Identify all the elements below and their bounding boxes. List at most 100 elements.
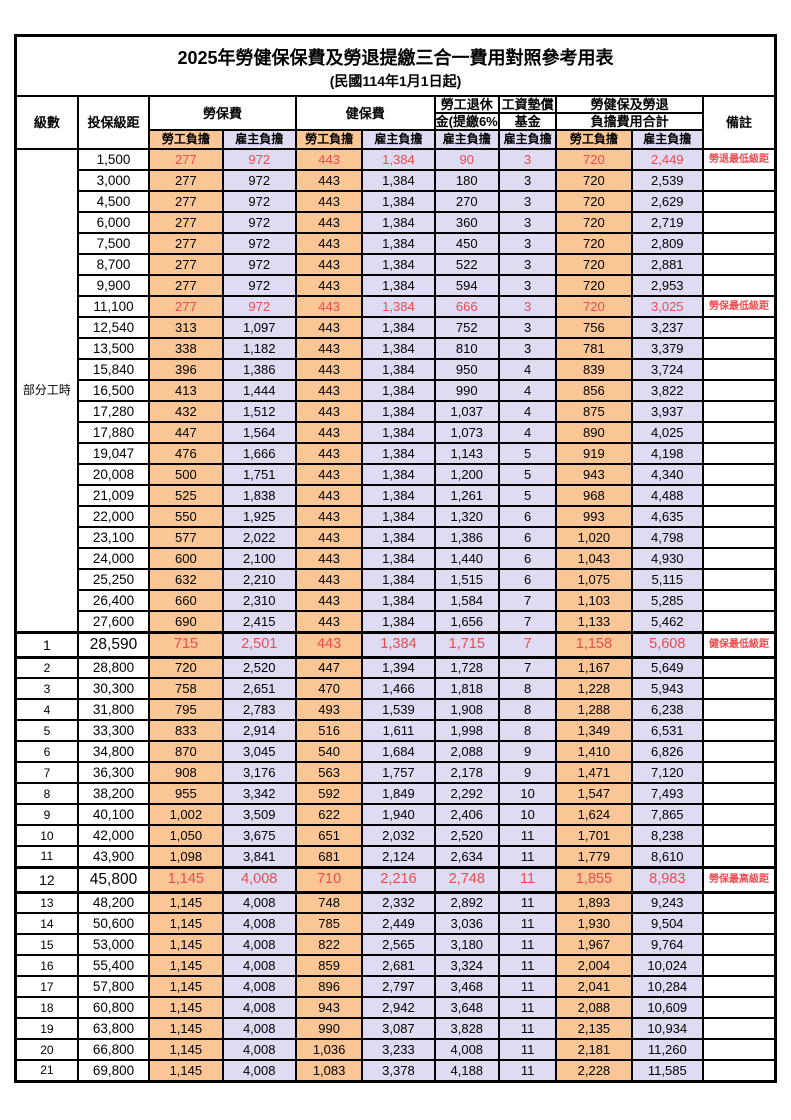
health-employee-cell: 443 xyxy=(294,232,364,255)
pension-employer-cell: 522 xyxy=(433,253,500,276)
remark-cell: 勞保最低級距 xyxy=(701,295,777,318)
level-cell: 10 xyxy=(14,824,79,847)
total-employee-cell: 1,624 xyxy=(555,803,633,826)
labor-employer-cell: 972 xyxy=(221,274,297,297)
labor-employee-cell: 955 xyxy=(148,782,224,805)
wage-fund-employer-cell: 3 xyxy=(497,190,558,213)
labor-employee-cell: 632 xyxy=(148,568,224,591)
remark-cell xyxy=(701,824,777,847)
labor-employer-cell: 4,008 xyxy=(221,975,297,998)
labor-employer-cell: 1,564 xyxy=(221,421,297,444)
bracket-cell: 17,880 xyxy=(76,421,151,444)
labor-employer-cell: 4,008 xyxy=(221,1059,297,1082)
health-employee-cell: 443 xyxy=(294,148,364,171)
health-employer-cell: 1,384 xyxy=(361,589,436,612)
health-employee-cell: 443 xyxy=(294,589,364,612)
table-row: 3 30,300 758 2,651 470 1,466 1,818 8 1,228 5,943 xyxy=(14,677,777,700)
bracket-cell: 36,300 xyxy=(76,761,151,784)
total-employee-cell: 919 xyxy=(555,442,633,465)
total-employer-cell: 5,115 xyxy=(630,568,704,591)
subheader-total-employer: 雇主負擔 xyxy=(630,129,704,150)
labor-employee-cell: 1,050 xyxy=(148,824,224,847)
health-employee-cell: 622 xyxy=(294,803,364,826)
bracket-cell: 55,400 xyxy=(76,954,151,977)
table-row: 12,540 313 1,097 443 1,384 752 3 756 3,237 xyxy=(16,316,777,339)
health-employee-cell: 443 xyxy=(294,190,364,213)
health-employer-cell: 1,384 xyxy=(361,295,436,318)
total-employer-cell: 3,025 xyxy=(630,295,704,318)
col-header-total-line2: 負擔費用合計 xyxy=(555,112,704,131)
health-employee-cell: 443 xyxy=(294,610,364,633)
pension-employer-cell: 1,261 xyxy=(433,484,500,507)
health-employer-cell: 1,394 xyxy=(361,656,436,679)
labor-employee-cell: 577 xyxy=(148,526,224,549)
total-employee-cell: 839 xyxy=(555,358,633,381)
remark-cell xyxy=(701,933,777,956)
table-row: 6 34,800 870 3,045 540 1,684 2,088 9 1,410 6,826 xyxy=(14,740,777,763)
pension-employer-cell: 3,180 xyxy=(433,933,500,956)
labor-employee-cell: 550 xyxy=(148,505,224,528)
table-row: 8 38,200 955 3,342 592 1,849 2,292 10 1,547 7,493 xyxy=(14,782,777,805)
bracket-cell: 9,900 xyxy=(76,274,151,297)
wage-fund-employer-cell: 8 xyxy=(497,698,558,721)
remark-cell xyxy=(701,442,777,465)
total-employer-cell: 11,585 xyxy=(630,1059,704,1082)
health-employer-cell: 1,384 xyxy=(361,568,436,591)
wage-fund-employer-cell: 11 xyxy=(497,824,558,847)
pension-employer-cell: 1,818 xyxy=(433,677,500,700)
labor-employee-cell: 277 xyxy=(148,148,224,171)
remark-cell xyxy=(701,740,777,763)
total-employer-cell: 5,285 xyxy=(630,589,704,612)
health-employee-cell: 859 xyxy=(294,954,364,977)
wage-fund-employer-cell: 11 xyxy=(497,933,558,956)
total-employee-cell: 1,288 xyxy=(555,698,633,721)
labor-employee-cell: 660 xyxy=(148,589,224,612)
labor-employee-cell: 500 xyxy=(148,463,224,486)
wage-fund-employer-cell: 3 xyxy=(497,169,558,192)
total-employer-cell: 7,120 xyxy=(630,761,704,784)
bracket-cell: 53,000 xyxy=(76,933,151,956)
pension-employer-cell: 1,320 xyxy=(433,505,500,528)
wage-fund-employer-cell: 3 xyxy=(497,337,558,360)
bracket-cell: 15,840 xyxy=(76,358,151,381)
pension-employer-cell: 3,468 xyxy=(433,975,500,998)
pension-employer-cell: 1,715 xyxy=(433,630,500,659)
bracket-cell: 69,800 xyxy=(76,1059,151,1082)
pension-employer-cell: 1,143 xyxy=(433,442,500,465)
remark-cell xyxy=(701,912,777,935)
health-employee-cell: 443 xyxy=(294,630,364,659)
health-employer-cell: 1,384 xyxy=(361,400,436,423)
table-row: 22,000 550 1,925 443 1,384 1,320 6 993 4,635 xyxy=(16,505,777,528)
total-employer-cell: 5,649 xyxy=(630,656,704,679)
pension-employer-cell: 1,656 xyxy=(433,610,500,633)
remark-cell xyxy=(701,677,777,700)
total-employee-cell: 720 xyxy=(555,148,633,171)
remark-cell xyxy=(701,421,777,444)
total-employer-cell: 7,865 xyxy=(630,803,704,826)
total-employee-cell: 720 xyxy=(555,253,633,276)
labor-employer-cell: 3,342 xyxy=(221,782,297,805)
col-header-level: 級數 xyxy=(14,95,79,150)
total-employee-cell: 1,701 xyxy=(555,824,633,847)
wage-fund-employer-cell: 10 xyxy=(497,803,558,826)
total-employer-cell: 5,943 xyxy=(630,677,704,700)
pension-employer-cell: 4,188 xyxy=(433,1059,500,1082)
table-header: 2025年勞健保保費及勞退提繳三合一費用對照參考用表 (民國114年1月1日起)… xyxy=(14,34,777,150)
labor-employer-cell: 2,100 xyxy=(221,547,297,570)
labor-employer-cell: 1,386 xyxy=(221,358,297,381)
total-employee-cell: 2,135 xyxy=(555,1017,633,1040)
pension-employer-cell: 180 xyxy=(433,169,500,192)
health-employee-cell: 443 xyxy=(294,379,364,402)
table-row: 15 53,000 1,145 4,008 822 2,565 3,180 11 1,967 9,… xyxy=(14,933,777,956)
health-employer-cell: 1,384 xyxy=(361,337,436,360)
wage-fund-employer-cell: 7 xyxy=(497,656,558,679)
remark-cell xyxy=(701,253,777,276)
labor-employer-cell: 1,444 xyxy=(221,379,297,402)
pension-employer-cell: 3,324 xyxy=(433,954,500,977)
table-row: 19,047 476 1,666 443 1,384 1,143 5 919 4,198 xyxy=(16,442,777,465)
wage-fund-employer-cell: 11 xyxy=(497,1017,558,1040)
health-employer-cell: 1,466 xyxy=(361,677,436,700)
bracket-cell: 63,800 xyxy=(76,1017,151,1040)
bracket-cell: 42,000 xyxy=(76,824,151,847)
wage-fund-employer-cell: 5 xyxy=(497,442,558,465)
